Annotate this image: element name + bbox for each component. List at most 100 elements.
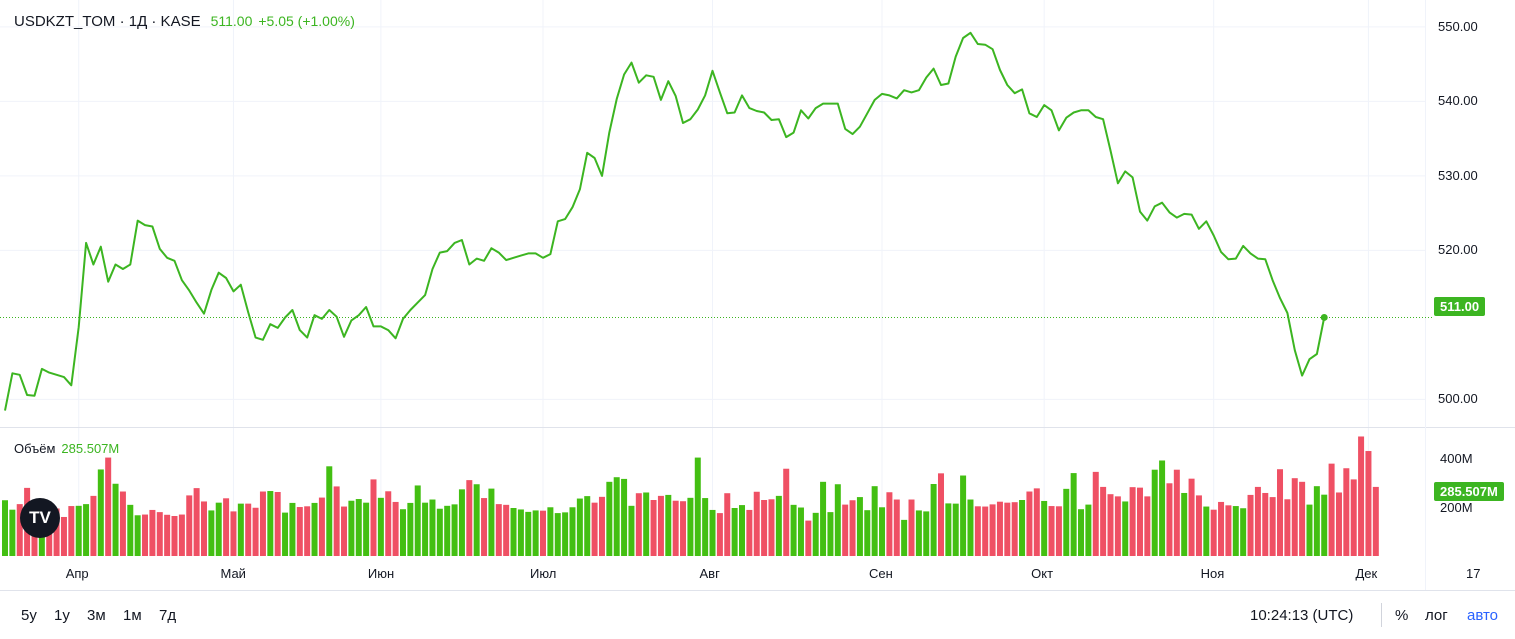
volume-bar [1372,486,1379,556]
volume-tick-label: 400M [1440,451,1473,467]
symbol-title[interactable]: USDKZT_TOM · 1Д · KASE [14,13,201,30]
time-readout[interactable]: 10:24:13 (UTC) [1250,607,1354,624]
time-tick-label: Авг [699,566,720,581]
volume-bar [53,508,60,556]
volume-bar [289,502,296,556]
volume-bar [481,498,488,556]
volume-bar [341,506,348,556]
auto-toggle[interactable]: авто [1467,607,1499,624]
volume-bar [252,507,259,556]
volume-bar [915,510,922,556]
volume-bar [1078,509,1085,556]
volume-bar [164,514,171,556]
volume-bar [554,513,561,556]
volume-bar [1041,500,1048,556]
volume-bar [1055,506,1062,556]
volume-bar [429,499,436,556]
chart-canvas[interactable] [0,0,1515,590]
volume-bar [908,499,915,556]
volume-bar [1291,478,1298,556]
volume-bar [142,514,149,556]
volume-bar [967,499,974,556]
volume-bar [724,493,731,556]
volume-bar [237,503,244,556]
volume-bar [871,486,878,556]
range-button-1m[interactable]: 1м [123,607,142,624]
volume-bar [842,504,849,556]
volume-bar [1159,460,1166,556]
bottom-toolbar: 5у 1у 3м 1м 7д 10:24:13 (UTC) % лог авто [0,590,1515,639]
tradingview-logo-icon[interactable]: TV [20,498,60,538]
volume-bar [9,509,16,556]
time-tick-label: Дек [1355,566,1378,581]
range-button-3m[interactable]: 3м [87,607,106,624]
volume-bar [613,477,620,556]
volume-bar [16,504,23,556]
volume-bar [488,488,495,556]
volume-bar [657,495,664,556]
volume-bar [1026,491,1033,556]
volume-bar [1070,473,1077,556]
volume-bar [495,504,502,556]
volume-bar [982,506,989,556]
volume-bar [635,493,642,556]
volume-bar [945,503,952,556]
volume-bar [348,500,355,556]
volume-bar [996,501,1003,556]
volume-bar [193,488,200,556]
range-button-7d[interactable]: 7д [159,607,177,624]
volume-bar [790,504,797,556]
volume-bar [1365,451,1372,556]
volume-bar [525,511,532,556]
volume-bar [1306,504,1313,556]
volume-bar [812,512,819,556]
volume-bar [245,503,252,556]
time-tick-label: Июн [367,566,395,581]
price-tick-label: 520.00 [1438,242,1478,258]
time-tick-label: Май [220,566,246,581]
range-button-5y[interactable]: 5у [21,607,37,624]
volume-bar [304,506,311,556]
volume-bar [540,510,547,556]
volume-bar [230,511,237,556]
volume-bar [665,494,672,556]
volume-bar [1129,487,1136,556]
volume-bar [112,483,119,556]
volume-bar [937,473,944,556]
volume-bar [856,497,863,556]
volume-bar [783,468,790,556]
volume-bar [1107,494,1114,556]
volume-bar [200,501,207,556]
volume-bar [385,491,392,556]
volume-bar [1188,478,1195,556]
volume-bar [119,491,126,556]
percent-toggle[interactable]: % [1395,607,1409,624]
volume-bar [952,503,959,556]
volume-bar [1136,487,1143,556]
volume-bar [1181,492,1188,556]
log-toggle[interactable]: лог [1425,607,1448,624]
volume-bar [805,520,812,556]
volume-bar [746,509,753,556]
time-tick-label: Апр [65,566,89,581]
volume-bar [834,484,841,556]
last-volume-badge: 285.507M [1434,482,1504,501]
volume-bar [473,484,480,556]
volume-bar [1011,502,1018,556]
volume-label[interactable]: Объём [14,441,56,456]
volume-bar [591,502,598,556]
volume-bar [223,498,230,556]
volume-bar [989,504,996,556]
volume-bar [569,507,576,556]
volume-bar [517,509,524,556]
volume-bar [134,515,141,556]
volume-bar [753,491,760,556]
volume-bar [171,516,178,556]
volume-bar [1358,436,1365,556]
volume-bar [1100,486,1107,556]
volume-bar [1048,506,1055,556]
range-button-1y[interactable]: 1у [54,607,70,624]
volume-bar [1321,494,1328,556]
volume-bar [407,502,414,556]
volume-bar [576,498,583,556]
